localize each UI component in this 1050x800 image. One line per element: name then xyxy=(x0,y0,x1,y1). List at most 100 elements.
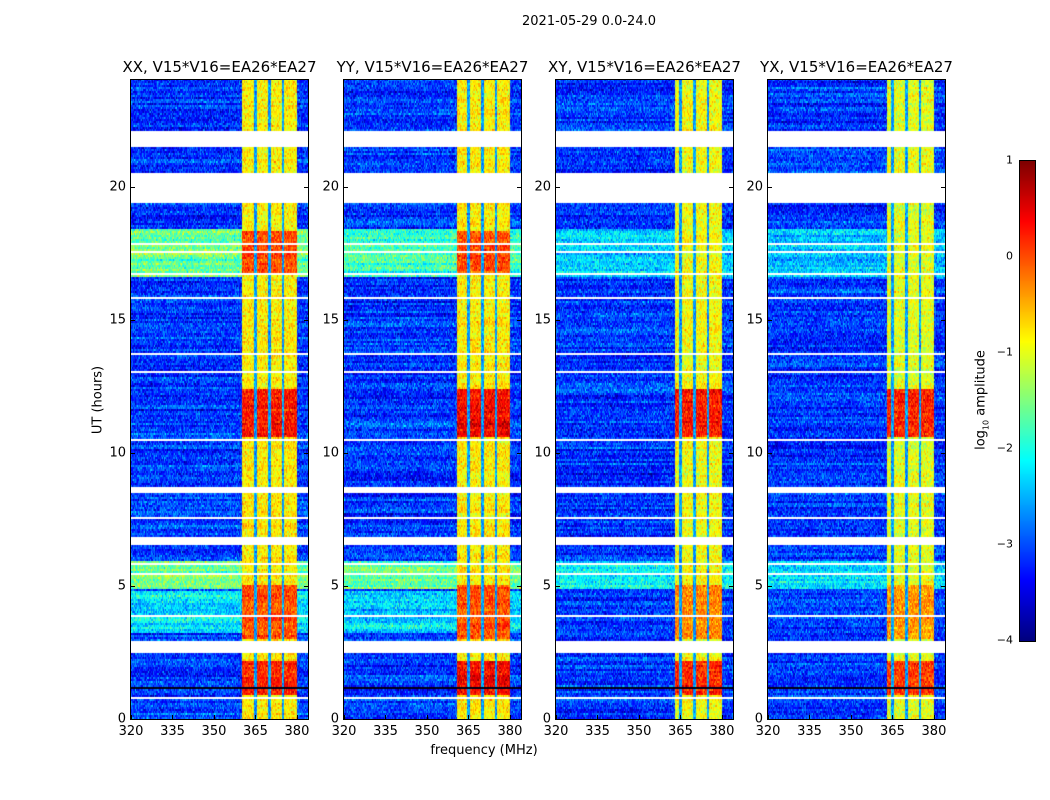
colorbar xyxy=(1019,160,1036,642)
x-tick xyxy=(809,715,811,719)
y-tick xyxy=(344,719,348,720)
x-tick xyxy=(933,715,935,719)
y-tick-label: 10 xyxy=(109,445,126,461)
x-tick-label: 335 xyxy=(797,724,822,739)
panel-title: XY, V15*V16=EA26*EA27 xyxy=(548,58,741,76)
y-tick-label: 10 xyxy=(322,445,339,461)
colorbar-label-prefix: log xyxy=(973,430,989,450)
y-tick xyxy=(517,319,521,321)
x-tick-label: 350 xyxy=(838,724,864,739)
x-tick-label: 320 xyxy=(543,724,569,739)
colorbar-label-sub: 10 xyxy=(981,419,991,431)
heatmap-cells xyxy=(131,80,308,719)
colorbar-tick-label: 0 xyxy=(1006,249,1013,263)
spectrogram-xx xyxy=(130,79,309,720)
y-tick xyxy=(941,319,945,321)
y-tick-label: 5 xyxy=(542,578,551,594)
x-tick-label: 380 xyxy=(284,724,310,739)
y-tick xyxy=(304,452,308,454)
y-tick xyxy=(768,585,772,587)
y-tick-label: 10 xyxy=(534,445,551,461)
y-tick xyxy=(517,585,521,587)
y-tick xyxy=(344,585,348,587)
y-tick xyxy=(768,319,772,321)
y-tick xyxy=(941,585,945,587)
x-tick xyxy=(850,715,852,719)
x-tick-label: 335 xyxy=(585,724,610,739)
x-tick xyxy=(892,715,894,719)
y-tick-label: 0 xyxy=(754,711,763,727)
y-tick xyxy=(768,719,772,720)
y-tick xyxy=(131,719,135,720)
y-tick-label: 20 xyxy=(322,179,339,194)
y-tick xyxy=(556,452,560,454)
x-tick xyxy=(385,715,387,719)
x-tick xyxy=(344,715,345,719)
x-tick xyxy=(556,715,557,719)
y-tick xyxy=(131,452,135,454)
x-tick xyxy=(131,715,132,719)
y-tick xyxy=(556,585,560,587)
x-axis-label: frequency (MHz) xyxy=(430,743,538,758)
x-tick xyxy=(597,715,599,719)
y-tick xyxy=(131,186,135,188)
heatmap-cells xyxy=(344,80,521,719)
x-tick-label: 320 xyxy=(331,724,357,739)
figure-title: 2021-05-29 0.0-24.0 xyxy=(522,14,656,29)
y-tick-label: 20 xyxy=(534,179,551,194)
x-tick xyxy=(509,715,511,719)
colorbar-label: log10 amplitude xyxy=(974,350,991,450)
spectrogram-yx xyxy=(767,79,946,720)
x-tick-label: 365 xyxy=(243,724,268,739)
x-tick-label: 350 xyxy=(414,724,440,739)
x-tick xyxy=(680,715,682,719)
heatmap-cells xyxy=(556,80,733,719)
y-tick xyxy=(556,319,560,321)
y-tick-label: 20 xyxy=(746,179,763,194)
y-tick xyxy=(517,452,521,454)
x-tick-label: 365 xyxy=(456,724,481,739)
y-tick xyxy=(729,186,733,188)
x-tick-label: 380 xyxy=(921,724,947,739)
y-tick xyxy=(941,452,945,454)
y-tick xyxy=(131,319,135,321)
y-tick xyxy=(729,719,733,720)
y-tick-label: 10 xyxy=(746,445,763,461)
x-tick-label: 350 xyxy=(201,724,227,739)
x-tick xyxy=(296,715,298,719)
y-tick xyxy=(344,319,348,321)
y-tick xyxy=(941,186,945,188)
heatmap-cells xyxy=(768,80,945,719)
y-tick xyxy=(517,186,521,188)
x-tick xyxy=(426,715,428,719)
y-tick xyxy=(304,585,308,587)
y-tick xyxy=(556,719,560,720)
spectrogram-yy xyxy=(343,79,522,720)
y-tick xyxy=(304,719,308,720)
x-tick-label: 365 xyxy=(668,724,693,739)
y-axis-label: UT (hours) xyxy=(90,365,106,435)
x-tick xyxy=(172,715,174,719)
y-tick xyxy=(729,319,733,321)
colorbar-label-suffix: amplitude xyxy=(973,350,989,420)
y-tick-label: 0 xyxy=(330,711,339,727)
y-tick xyxy=(941,719,945,720)
y-tick-label: 20 xyxy=(109,179,126,194)
y-tick-label: 5 xyxy=(330,578,339,594)
y-tick-label: 15 xyxy=(322,312,339,328)
y-tick xyxy=(304,186,308,188)
y-tick xyxy=(304,319,308,321)
panel-title: XX, V15*V16=EA26*EA27 xyxy=(122,58,317,76)
y-tick xyxy=(768,186,772,188)
y-tick-label: 15 xyxy=(109,312,126,328)
x-tick xyxy=(255,715,257,719)
x-tick xyxy=(468,715,470,719)
y-tick xyxy=(517,719,521,720)
y-tick xyxy=(131,585,135,587)
y-tick-label: 15 xyxy=(746,312,763,328)
x-tick-label: 335 xyxy=(373,724,398,739)
colorbar-tick-label: −4 xyxy=(996,633,1013,647)
y-tick xyxy=(729,585,733,587)
x-tick xyxy=(721,715,723,719)
